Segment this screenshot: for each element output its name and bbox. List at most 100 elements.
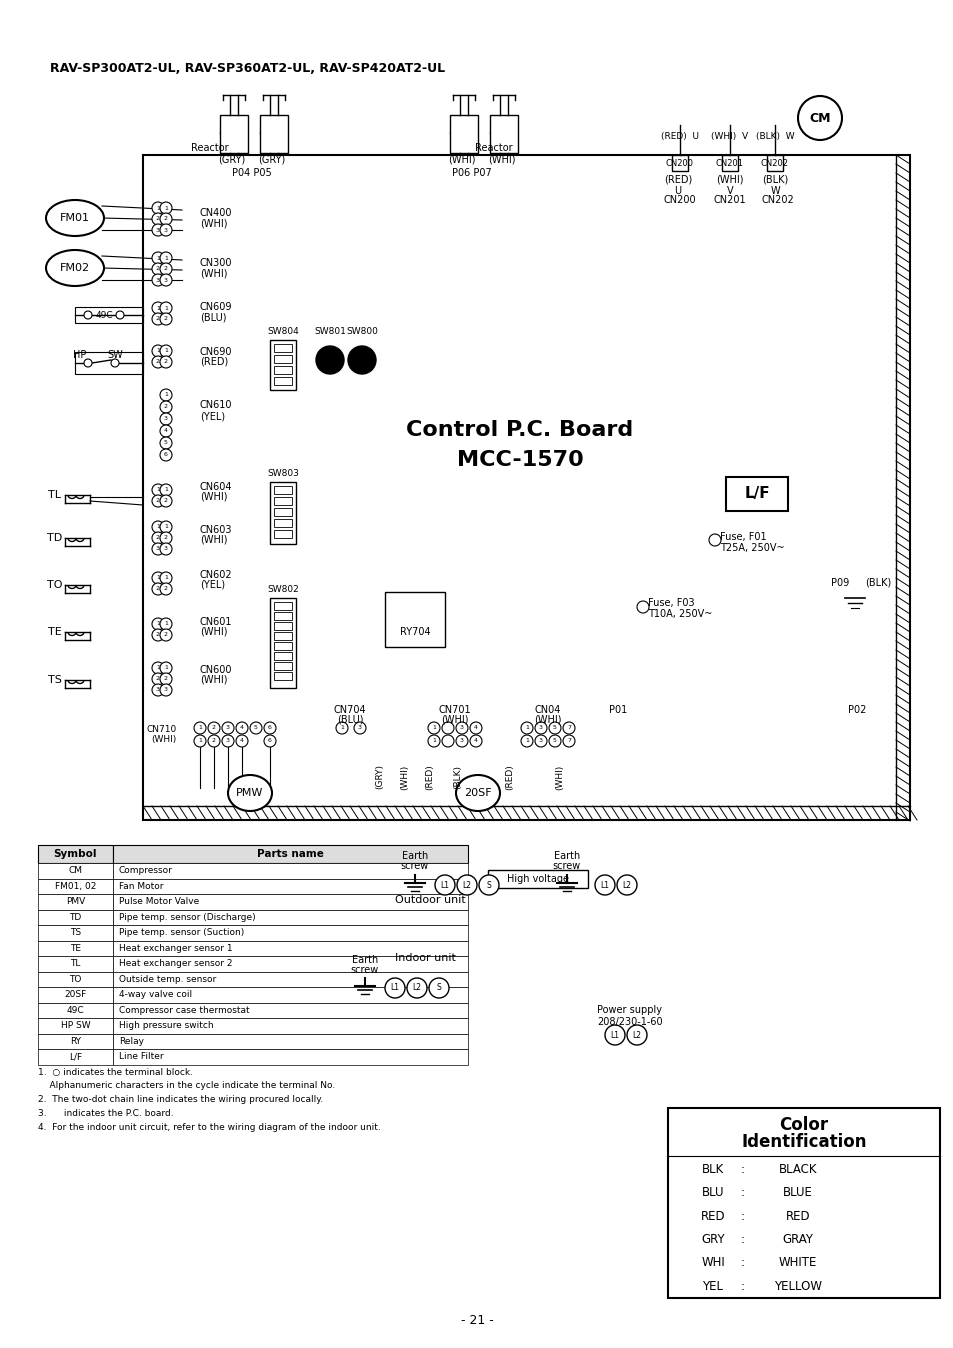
Circle shape: [160, 302, 172, 314]
Text: P04 P05: P04 P05: [232, 168, 272, 178]
Circle shape: [152, 313, 164, 325]
Text: V: V: [726, 186, 733, 195]
Text: Earth: Earth: [352, 954, 377, 965]
Text: WHITE: WHITE: [778, 1256, 817, 1270]
Bar: [38, 910, 112, 925]
Text: 3: 3: [226, 725, 230, 731]
Text: 2: 2: [164, 217, 168, 221]
Text: Color: Color: [779, 1116, 828, 1134]
Bar: [274, 621, 292, 630]
Text: :: :: [740, 1186, 744, 1200]
Text: 6: 6: [268, 739, 272, 744]
Text: (YEL): (YEL): [200, 580, 225, 590]
Text: 4: 4: [240, 739, 244, 744]
Text: Fuse, F01: Fuse, F01: [720, 532, 766, 542]
Text: 1: 1: [164, 524, 168, 530]
Text: Power supply: Power supply: [597, 1006, 661, 1015]
Text: 2: 2: [164, 535, 168, 541]
Circle shape: [111, 359, 119, 367]
Circle shape: [456, 875, 476, 895]
Circle shape: [152, 484, 164, 496]
Text: (WHI): (WHI): [441, 714, 468, 725]
Bar: [274, 519, 292, 527]
Text: Parts name: Parts name: [256, 849, 324, 859]
Circle shape: [428, 723, 439, 735]
Text: (WHI)  V: (WHI) V: [711, 132, 748, 142]
Text: CM: CM: [808, 112, 830, 124]
Text: GRAY: GRAY: [781, 1233, 813, 1246]
Circle shape: [385, 979, 405, 998]
Text: CM: CM: [69, 867, 82, 875]
Text: 1: 1: [156, 576, 160, 581]
Text: 3: 3: [164, 546, 168, 551]
Text: 2: 2: [156, 360, 160, 364]
Bar: [274, 673, 292, 679]
Text: SW802: SW802: [267, 585, 298, 594]
Text: HP: HP: [73, 350, 87, 360]
Bar: [260, 115, 288, 154]
Text: 2: 2: [164, 267, 168, 271]
Ellipse shape: [46, 249, 104, 286]
Bar: [38, 972, 112, 987]
Text: CN300: CN300: [200, 257, 233, 268]
Text: T10A, 250V~: T10A, 250V~: [647, 609, 712, 619]
Text: SW: SW: [107, 350, 123, 360]
Text: L2: L2: [632, 1030, 640, 1039]
Circle shape: [535, 735, 546, 747]
Bar: [112, 845, 468, 863]
Bar: [112, 956, 468, 972]
Ellipse shape: [46, 200, 104, 236]
Circle shape: [456, 735, 468, 747]
Circle shape: [160, 425, 172, 437]
Circle shape: [208, 723, 220, 735]
Text: (RED)  U: (RED) U: [660, 132, 699, 142]
Text: 1: 1: [156, 488, 160, 492]
Circle shape: [478, 875, 498, 895]
Circle shape: [535, 723, 546, 735]
Text: 2: 2: [212, 725, 215, 731]
Text: L2: L2: [412, 984, 421, 992]
Text: 3: 3: [164, 417, 168, 422]
Text: SW800: SW800: [346, 328, 377, 337]
Circle shape: [222, 735, 233, 747]
Circle shape: [604, 1024, 624, 1045]
Text: FM01, 02: FM01, 02: [54, 882, 96, 891]
Bar: [270, 483, 295, 545]
Text: RY: RY: [70, 1037, 81, 1046]
Text: 1: 1: [198, 725, 202, 731]
Bar: [112, 987, 468, 1003]
Text: Indoor unit: Indoor unit: [395, 953, 456, 962]
Text: (WHI): (WHI): [200, 492, 227, 501]
Text: 2: 2: [156, 586, 160, 592]
Bar: [721, 155, 738, 171]
Circle shape: [160, 532, 172, 545]
Bar: [274, 662, 292, 670]
Bar: [38, 894, 112, 910]
Bar: [112, 1003, 468, 1018]
Bar: [38, 879, 112, 894]
Bar: [667, 1108, 939, 1298]
Bar: [490, 115, 517, 154]
Bar: [766, 155, 782, 171]
Text: 2: 2: [212, 739, 215, 744]
Text: 1: 1: [198, 739, 202, 744]
Text: P01: P01: [608, 705, 626, 714]
Text: S: S: [486, 880, 491, 890]
Text: CN710: CN710: [147, 725, 177, 735]
Text: 1: 1: [156, 666, 160, 670]
Text: Relay: Relay: [119, 1037, 144, 1046]
Circle shape: [160, 520, 172, 532]
Ellipse shape: [228, 775, 272, 811]
Text: W: W: [769, 186, 779, 195]
Circle shape: [456, 723, 468, 735]
Bar: [270, 340, 295, 390]
Bar: [220, 115, 248, 154]
Text: Compressor: Compressor: [119, 867, 172, 875]
Circle shape: [160, 543, 172, 555]
Text: 1: 1: [164, 488, 168, 492]
Text: 4: 4: [474, 725, 477, 731]
Text: 4: 4: [164, 429, 168, 434]
Text: 3: 3: [156, 278, 160, 283]
Circle shape: [470, 735, 481, 747]
Text: YEL: YEL: [701, 1279, 722, 1293]
